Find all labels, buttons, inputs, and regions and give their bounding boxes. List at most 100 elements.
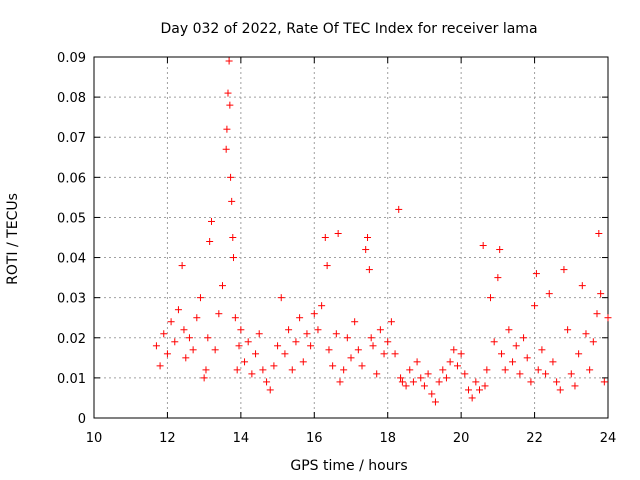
data-point [193,314,201,322]
data-point [332,330,340,338]
data-point [597,290,605,298]
data-point [384,338,392,346]
data-point [431,398,439,406]
data-point [259,366,267,374]
data-point [391,350,399,358]
data-point [442,374,450,382]
data-point [178,262,186,270]
data-point [364,234,372,241]
data-point [367,334,375,342]
x-tick-label: 22 [526,431,543,446]
data-point [532,270,540,278]
x-tick-label: 24 [600,431,617,446]
data-point [235,342,243,350]
data-point [347,354,355,362]
data-point [351,318,359,326]
data-point [233,366,241,374]
data-point [230,254,238,262]
data-point [252,350,260,358]
data-point [224,89,232,97]
data-point [380,350,388,358]
data-point [505,326,513,334]
data-point [398,378,406,386]
y-tick-label: 0 [78,412,86,427]
data-point [494,274,502,282]
data-point [476,386,483,394]
data-point [160,330,168,338]
data-point [600,378,608,386]
data-point [255,330,263,338]
data-point [395,205,403,213]
data-point [556,386,564,394]
x-tick-label: 12 [159,431,176,446]
data-point [340,366,348,374]
data-point [446,358,454,366]
y-tick-label: 0.08 [57,91,86,106]
y-tick-label: 0.05 [57,211,86,226]
data-point [174,306,182,314]
data-point [483,366,491,374]
data-point [223,125,231,133]
data-point [413,358,421,366]
axis-ticks: 0 0.01 0.02 0.03 0.04 0.05 0.06 0.07 0.08 0.09 10 1… [57,51,616,446]
y-tick-label: 0.01 [57,372,86,387]
data-point [211,346,219,354]
data-point [167,318,175,326]
data-point [202,366,210,374]
plot-frame [93,56,609,419]
data-point [376,326,384,334]
data-point [531,302,539,310]
data-point [180,326,188,334]
grid-lines [94,57,608,418]
data-point [248,370,256,378]
data-point [420,382,428,390]
data-point [428,390,436,398]
data-point [334,229,342,237]
data-point [365,266,373,274]
data-point [307,342,315,350]
data-point [323,262,331,270]
y-axis-title: ROTI / TECUs [5,193,21,285]
data-point [156,362,164,370]
data-point [229,234,237,241]
data-point [263,378,271,386]
data-point [318,302,326,310]
data-point [479,242,487,250]
data-point [464,386,472,394]
data-point [402,382,410,390]
data-point [329,362,337,370]
data-point [277,294,285,302]
data-point [219,282,226,290]
y-tick-label: 0.06 [57,171,86,186]
data-point [520,334,528,342]
data-point [228,197,236,205]
data-point [553,378,561,386]
data-point [560,266,568,274]
data-point [196,294,204,302]
data-point [424,370,432,378]
data-point [406,366,414,374]
data-point [604,314,612,322]
data-point [207,217,215,225]
data-point [571,382,579,390]
data-point [397,374,405,382]
data-point [516,370,524,378]
data-point [336,378,344,386]
x-tick-label: 14 [233,431,250,446]
data-point [296,314,304,322]
data-point [542,370,550,378]
x-tick-label: 10 [86,431,103,446]
data-point [204,334,212,342]
data-point [314,326,322,334]
data-point [549,358,557,366]
data-point [185,334,193,342]
data-point [461,370,469,378]
data-point [288,366,296,374]
data-point [496,246,504,254]
y-tick-label: 0.02 [57,332,86,347]
data-point [534,366,542,374]
data-point [586,366,594,374]
data-point [171,338,179,346]
data-point [299,358,307,366]
